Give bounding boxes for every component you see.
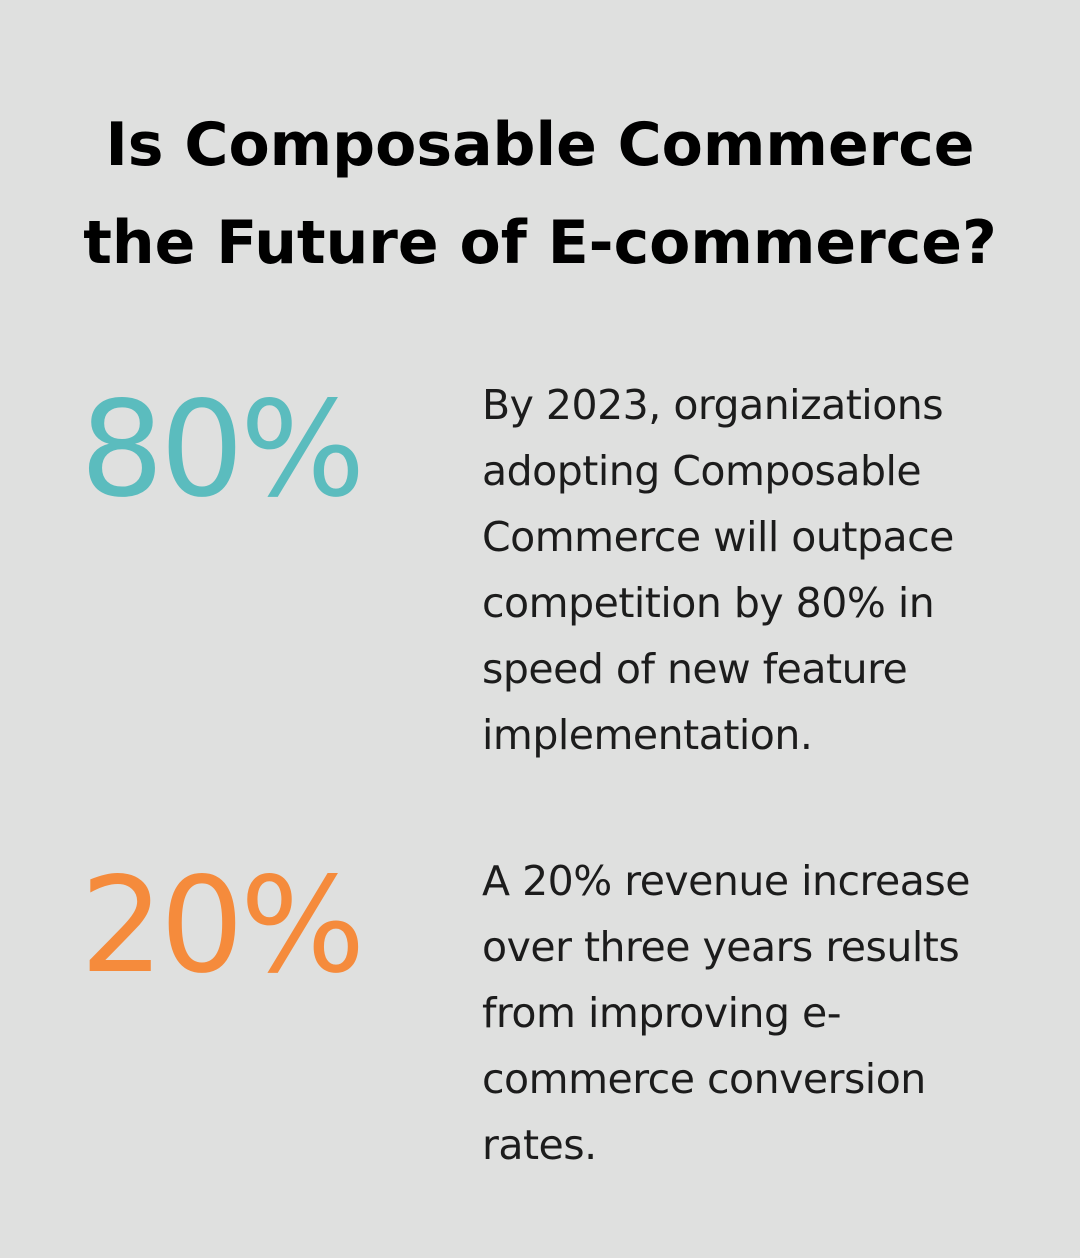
stat-value-1: 80% <box>80 373 365 527</box>
stat-description-1: By 2023, organizations adopting Composab… <box>482 381 954 759</box>
page-title: Is Composable Commerce the Future of E-c… <box>83 110 997 278</box>
stat-description-2: A 20% revenue increase over three years … <box>482 857 970 1169</box>
stat-value-2: 20% <box>80 849 365 1003</box>
